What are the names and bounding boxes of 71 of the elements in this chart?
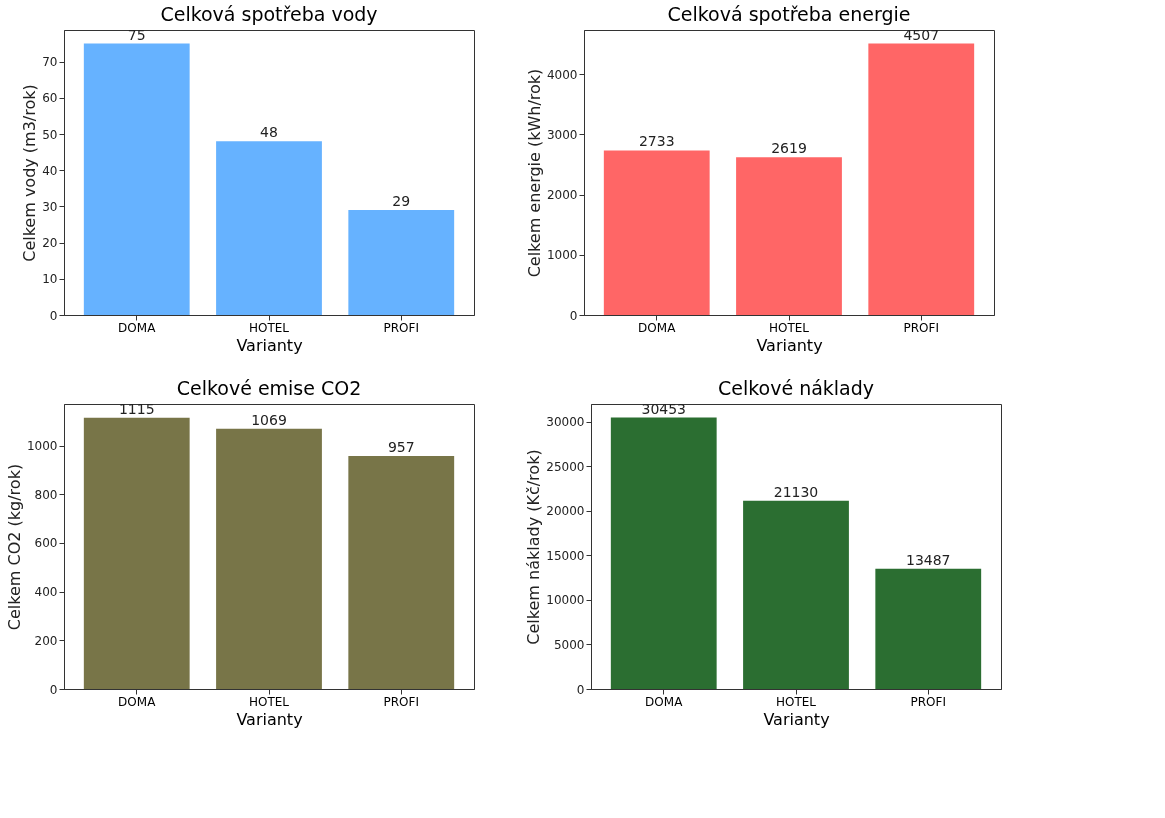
- x-tick-label: DOMA: [118, 694, 157, 709]
- x-tick-label: PROFI: [910, 694, 946, 709]
- data-label: 21130: [773, 483, 819, 500]
- x-axis-title: Varianty: [236, 709, 303, 729]
- bar: [875, 568, 982, 689]
- y-tick-label: 50: [42, 127, 58, 142]
- data-label: 4507: [903, 26, 940, 43]
- bar: [610, 417, 717, 689]
- y-axis-title: Celkem náklady (Kč/rok): [524, 449, 544, 645]
- y-tick-label: 4000: [546, 67, 578, 82]
- y-tick-label: 10: [42, 272, 58, 287]
- y-tick-label: 3000: [546, 127, 578, 142]
- y-tick-label: 40: [42, 163, 58, 178]
- bar: [216, 141, 322, 315]
- x-tick-label: PROFI: [903, 320, 939, 335]
- bar: [736, 157, 842, 315]
- y-tick-label: 15000: [546, 548, 585, 563]
- y-tick-label: 60: [42, 91, 58, 106]
- y-tick-label: 600: [34, 536, 58, 551]
- bar: [743, 500, 849, 689]
- y-axis-title: Celkem vody (m3/rok): [20, 84, 40, 262]
- chart-title: Celková spotřeba vody: [160, 2, 378, 25]
- chart-title: Celkové emise CO2: [176, 376, 362, 399]
- bar: [868, 43, 975, 315]
- y-tick-label: 70: [42, 55, 58, 70]
- y-tick-label: 0: [569, 308, 578, 323]
- y-tick-label: 5000: [553, 637, 585, 652]
- data-label: 30453: [641, 400, 687, 417]
- y-tick-label: 30000: [546, 415, 585, 430]
- y-tick-label: 30: [42, 199, 58, 214]
- bar: [603, 150, 710, 315]
- y-axis-title: Celkem energie (kWh/rok): [524, 68, 544, 278]
- data-label: 1115: [118, 400, 155, 417]
- y-tick-label: 2000: [546, 188, 578, 203]
- x-tick-label: PROFI: [383, 694, 419, 709]
- y-tick-label: 20: [42, 236, 58, 251]
- y-tick-label: 200: [34, 633, 58, 648]
- y-tick-label: 0: [49, 308, 58, 323]
- data-label: 48: [260, 124, 278, 141]
- x-tick-label: HOTEL: [768, 320, 810, 335]
- y-tick-label: 1000: [26, 439, 58, 454]
- y-tick-label: 400: [34, 585, 58, 600]
- x-tick-label: HOTEL: [775, 694, 817, 709]
- x-axis-title: Varianty: [756, 335, 823, 355]
- x-tick-label: PROFI: [383, 320, 419, 335]
- data-label: 13487: [905, 551, 951, 568]
- data-label: 1069: [251, 411, 287, 428]
- y-tick-label: 0: [49, 682, 58, 697]
- x-tick-label: HOTEL: [248, 320, 290, 335]
- data-label: 75: [127, 26, 146, 43]
- x-tick-label: DOMA: [638, 320, 677, 335]
- y-tick-label: 800: [34, 487, 58, 502]
- chart-title: Celková spotřeba energie: [667, 2, 911, 25]
- y-tick-label: 25000: [546, 459, 585, 474]
- y-tick-label: 1000: [546, 248, 578, 263]
- x-tick-label: HOTEL: [248, 694, 290, 709]
- y-tick-label: 20000: [546, 504, 585, 519]
- bar: [348, 210, 455, 315]
- x-tick-label: DOMA: [118, 320, 157, 335]
- bar: [83, 43, 190, 315]
- x-axis-title: Varianty: [236, 335, 303, 355]
- y-axis-title: Celkem CO2 (kg/rok): [4, 463, 24, 631]
- chart-title: Celkové náklady: [717, 376, 875, 399]
- x-axis-title: Varianty: [763, 709, 830, 729]
- x-tick-label: DOMA: [645, 694, 684, 709]
- data-label: 29: [392, 193, 411, 210]
- data-label: 957: [387, 439, 415, 456]
- data-label: 2619: [771, 140, 807, 157]
- data-label: 2733: [638, 133, 675, 150]
- y-tick-label: 10000: [546, 593, 585, 608]
- y-tick-label: 0: [576, 682, 585, 697]
